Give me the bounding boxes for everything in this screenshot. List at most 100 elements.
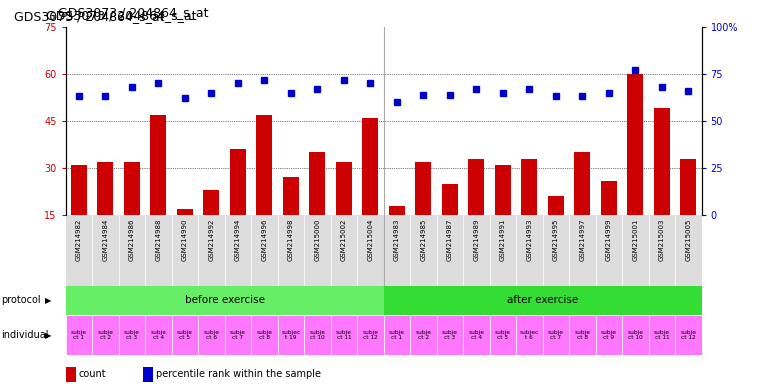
Bar xyxy=(383,286,702,315)
Text: GSM215001: GSM215001 xyxy=(632,218,638,261)
Bar xyxy=(119,315,145,355)
Text: GSM214984: GSM214984 xyxy=(103,218,108,261)
Bar xyxy=(309,152,325,262)
Text: subje
ct 10: subje ct 10 xyxy=(628,329,643,341)
Text: subje
ct 3: subje ct 3 xyxy=(124,329,140,341)
Bar xyxy=(66,315,92,355)
Text: ▶: ▶ xyxy=(45,296,51,305)
Bar xyxy=(204,190,219,262)
Text: subje
ct 8: subje ct 8 xyxy=(574,329,591,341)
Text: GSM215000: GSM215000 xyxy=(315,218,320,261)
Text: GSM215005: GSM215005 xyxy=(685,218,692,261)
Bar xyxy=(283,177,299,262)
Bar xyxy=(601,180,617,262)
Bar xyxy=(331,315,357,355)
Bar xyxy=(410,315,436,355)
Bar xyxy=(251,315,278,355)
Text: subje
ct 11: subje ct 11 xyxy=(654,329,670,341)
Bar xyxy=(628,74,643,262)
Bar xyxy=(521,159,537,262)
Bar xyxy=(357,315,384,355)
Bar xyxy=(574,152,591,262)
Text: GSM215002: GSM215002 xyxy=(341,218,347,261)
Text: GSM214994: GSM214994 xyxy=(235,218,241,261)
Text: subje
ct 10: subje ct 10 xyxy=(309,329,325,341)
Bar xyxy=(383,315,410,355)
Bar xyxy=(543,315,569,355)
Bar xyxy=(648,315,675,355)
Bar xyxy=(198,315,224,355)
Text: subje
ct 1: subje ct 1 xyxy=(389,329,405,341)
Bar xyxy=(548,196,564,262)
Bar xyxy=(569,315,595,355)
Text: GSM214989: GSM214989 xyxy=(473,218,480,261)
Bar xyxy=(442,184,458,262)
Text: GSM214990: GSM214990 xyxy=(182,218,188,261)
Bar xyxy=(436,315,463,355)
Bar xyxy=(463,315,490,355)
Text: subje
ct 2: subje ct 2 xyxy=(416,329,431,341)
Text: GSM214997: GSM214997 xyxy=(579,218,585,261)
Text: subje
ct 4: subje ct 4 xyxy=(468,329,484,341)
Text: count: count xyxy=(79,369,106,379)
Bar xyxy=(490,315,516,355)
Text: subje
ct 12: subje ct 12 xyxy=(362,329,379,341)
Bar xyxy=(516,315,543,355)
Text: GSM214987: GSM214987 xyxy=(447,218,453,261)
Bar xyxy=(92,315,119,355)
Text: subje
ct 12: subje ct 12 xyxy=(680,329,696,341)
Text: subjec
t 19: subjec t 19 xyxy=(281,329,301,341)
Bar xyxy=(362,118,379,262)
Bar xyxy=(97,162,113,262)
Bar xyxy=(278,315,304,355)
Text: protocol: protocol xyxy=(1,295,40,306)
Bar xyxy=(622,315,648,355)
Text: GSM214992: GSM214992 xyxy=(208,218,214,261)
Text: individual: individual xyxy=(1,330,49,340)
Bar xyxy=(71,165,87,262)
Text: GSM214982: GSM214982 xyxy=(76,218,82,261)
Text: GDS3073 / 204864_s_at: GDS3073 / 204864_s_at xyxy=(46,8,197,22)
Text: subje
ct 7: subje ct 7 xyxy=(230,329,246,341)
Bar xyxy=(416,162,431,262)
Bar xyxy=(675,315,702,355)
Bar xyxy=(256,115,272,262)
Text: after exercise: after exercise xyxy=(507,295,578,306)
Text: GDS3073 / 204864_s_at: GDS3073 / 204864_s_at xyxy=(58,6,208,19)
Bar xyxy=(304,315,331,355)
Bar xyxy=(66,286,384,315)
Bar xyxy=(389,206,405,262)
Text: subje
ct 5: subje ct 5 xyxy=(495,329,511,341)
Text: GSM214983: GSM214983 xyxy=(394,218,400,261)
Text: subje
ct 2: subje ct 2 xyxy=(97,329,113,341)
Bar xyxy=(224,315,251,355)
Text: subje
ct 9: subje ct 9 xyxy=(601,329,617,341)
Bar xyxy=(468,159,484,262)
Bar xyxy=(177,209,193,262)
Text: GSM214998: GSM214998 xyxy=(288,218,294,261)
Text: GSM215003: GSM215003 xyxy=(659,218,665,261)
Text: subje
ct 11: subje ct 11 xyxy=(336,329,352,341)
Text: before exercise: before exercise xyxy=(184,295,264,306)
Text: GSM214993: GSM214993 xyxy=(527,218,532,261)
Text: subje
ct 1: subje ct 1 xyxy=(71,329,87,341)
Bar xyxy=(654,108,670,262)
Text: subje
ct 5: subje ct 5 xyxy=(177,329,193,341)
Text: GSM214996: GSM214996 xyxy=(261,218,268,261)
Text: subje
ct 4: subje ct 4 xyxy=(150,329,167,341)
Bar xyxy=(124,162,140,262)
Bar xyxy=(495,165,510,262)
Text: percentile rank within the sample: percentile rank within the sample xyxy=(156,369,321,379)
Text: subjec
t 6: subjec t 6 xyxy=(520,329,539,341)
Text: GSM214986: GSM214986 xyxy=(129,218,135,261)
Bar xyxy=(336,162,352,262)
Bar xyxy=(145,315,171,355)
Text: GSM214985: GSM214985 xyxy=(420,218,426,261)
Text: subje
ct 8: subje ct 8 xyxy=(256,329,272,341)
Bar xyxy=(230,149,246,262)
Text: GSM214988: GSM214988 xyxy=(155,218,161,261)
Text: subje
ct 7: subje ct 7 xyxy=(548,329,564,341)
Text: GSM214999: GSM214999 xyxy=(606,218,612,261)
Text: GSM214995: GSM214995 xyxy=(553,218,559,261)
Text: GDS3073 / 204864_s_at: GDS3073 / 204864_s_at xyxy=(15,10,165,23)
